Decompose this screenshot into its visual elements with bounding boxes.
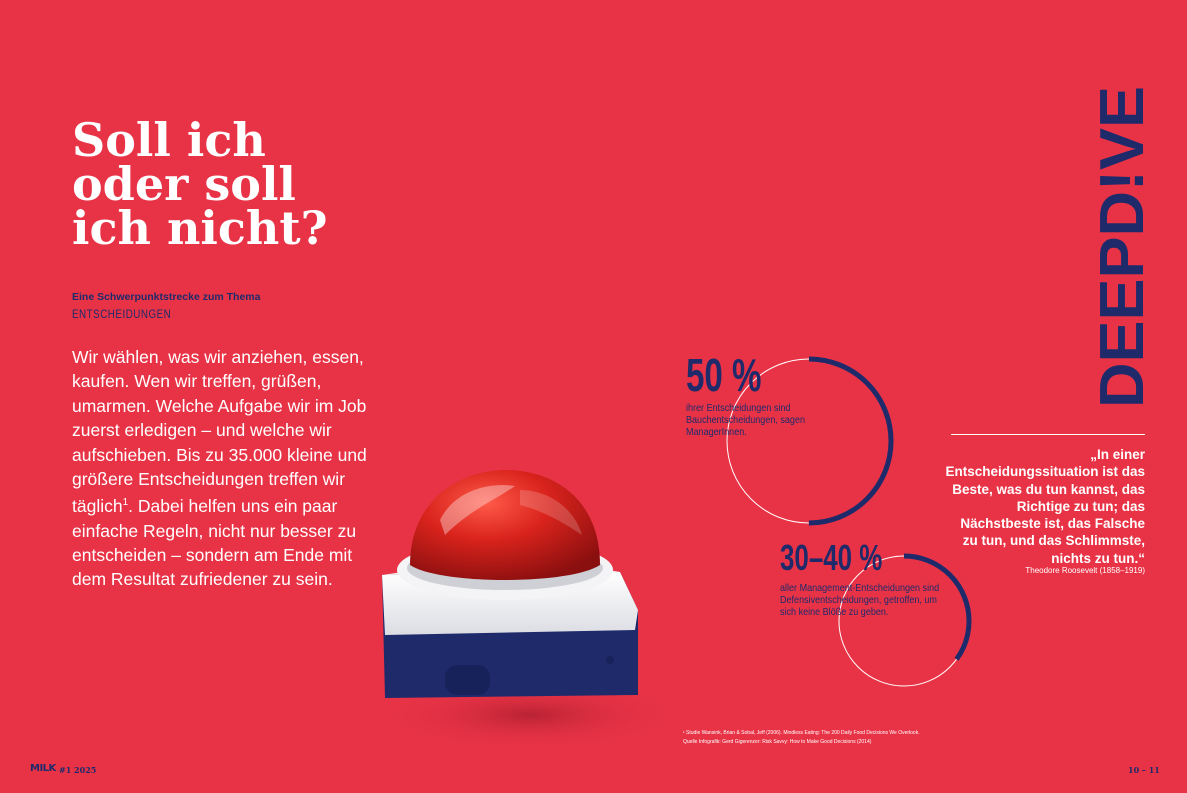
intro-text-after: . Dabei helfen uns ein paar einfache Reg… [72, 496, 357, 590]
topic-label: ENTSCHEIDUNGEN [72, 307, 172, 321]
issue-number: #1 2025 [59, 765, 97, 775]
intro-text-before: Wir wählen, was wir anziehen, essen, kau… [72, 347, 367, 517]
quote-divider [951, 434, 1145, 435]
stat-arc-fill [724, 356, 894, 526]
page-numbers: 10 – 11 [1128, 765, 1160, 775]
kicker: Eine Schwerpunktstrecke zum Thema [72, 291, 261, 303]
svg-text:DEEPD!VE: DEEPD!VE [1088, 86, 1145, 408]
footnote-line: Quelle Infografik: Gerd Gigerenzer: Risk… [683, 739, 872, 745]
section-label-word1: DEEP [1088, 236, 1145, 408]
quote-text: „In einer Entscheidungssituation ist das… [945, 447, 1145, 566]
intro-paragraph: Wir wählen, was wir anziehen, essen, kau… [72, 345, 372, 592]
title-line: ich nicht? [72, 201, 328, 255]
stat-arc-fill [836, 553, 972, 689]
magazine-logo: MILK [30, 763, 56, 774]
stat-description: aller Management-Entscheidungen sind Def… [780, 582, 940, 618]
title-line: Soll ich [72, 113, 266, 167]
footnote-ref: 1 [122, 497, 129, 509]
big-red-button-illustration [380, 470, 660, 750]
quote-source: Theodore Roosevelt (1858–1919) [1025, 566, 1145, 575]
stat-value: 30–40 % [780, 537, 883, 578]
stat-value: 50 % [686, 349, 762, 401]
stat-description: ihrer Entscheidungen sind Bauchentscheid… [686, 402, 806, 438]
page-title: Soll ich oder soll ich nicht? [72, 113, 392, 255]
footnote: ¹ Studie Wansink, Brian & Sobal, Jeff (2… [683, 729, 920, 747]
footnote-line: ¹ Studie Wansink, Brian & Sobal, Jeff (2… [683, 730, 920, 736]
section-label-word2: D!VE [1088, 86, 1145, 236]
section-label-deep-dive: DEEPD!VE [1088, 86, 1145, 408]
title-line: oder soll [72, 157, 296, 211]
